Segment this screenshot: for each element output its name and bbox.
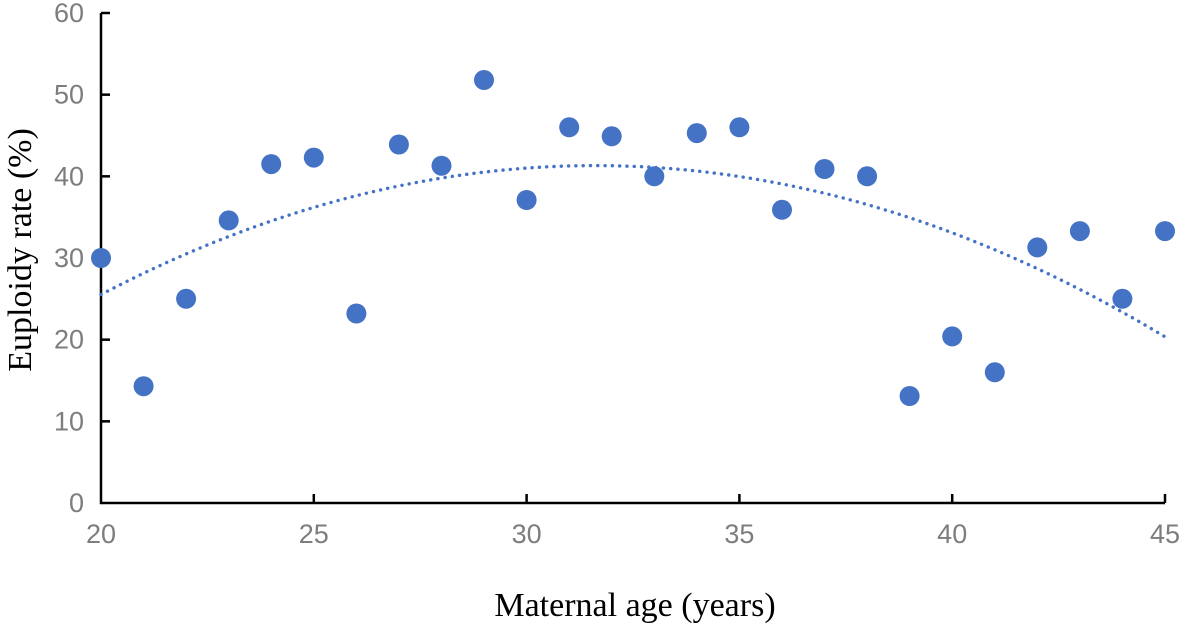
data-point: [1069, 221, 1090, 242]
y-axis-tick-label: 0: [69, 488, 84, 518]
data-point: [899, 386, 920, 406]
trendline: [99, 163, 1167, 339]
y-axis-tick-label: 10: [54, 406, 84, 436]
data-point: [729, 117, 750, 138]
data-point: [91, 248, 111, 268]
data-point: [1027, 237, 1048, 258]
y-axis-tick-label: 60: [54, 0, 84, 28]
data-point: [772, 199, 792, 220]
y-axis-tick-label: 20: [54, 325, 84, 355]
data-point: [388, 134, 409, 155]
data-point: [133, 376, 154, 397]
data-point: [942, 326, 963, 347]
y-axis-tick-label: 30: [54, 243, 84, 273]
x-axis-tick-label: 20: [86, 519, 116, 549]
data-point: [431, 155, 452, 176]
data-point: [346, 303, 367, 324]
y-axis-tick-label: 40: [54, 161, 84, 191]
data-point: [1155, 221, 1175, 242]
x-axis-tick-label: 25: [299, 519, 329, 549]
data-point: [516, 190, 537, 210]
data-point: [1112, 288, 1133, 309]
y-axis-tick-label: 50: [54, 80, 84, 110]
data-point: [303, 147, 324, 168]
x-axis-title: Maternal age (years): [494, 587, 776, 624]
data-point: [814, 159, 835, 179]
data-point: [474, 70, 494, 90]
x-axis-tick-label: 30: [512, 519, 542, 549]
axes-lines: [99, 13, 1165, 505]
data-point: [559, 117, 580, 138]
x-axis-tick-label: 45: [1150, 519, 1180, 549]
data-point: [857, 166, 878, 187]
data-point: [984, 362, 1005, 383]
data-point: [601, 126, 622, 147]
data-point: [176, 288, 197, 309]
data-point: [218, 210, 239, 231]
x-axis-tick-label: 40: [937, 519, 967, 549]
x-axis-tick-label: 35: [724, 519, 754, 549]
data-point: [686, 123, 707, 144]
data-point: [261, 154, 282, 175]
y-axis-title: Euploidy rate (%): [2, 128, 39, 372]
data-point: [644, 166, 665, 187]
